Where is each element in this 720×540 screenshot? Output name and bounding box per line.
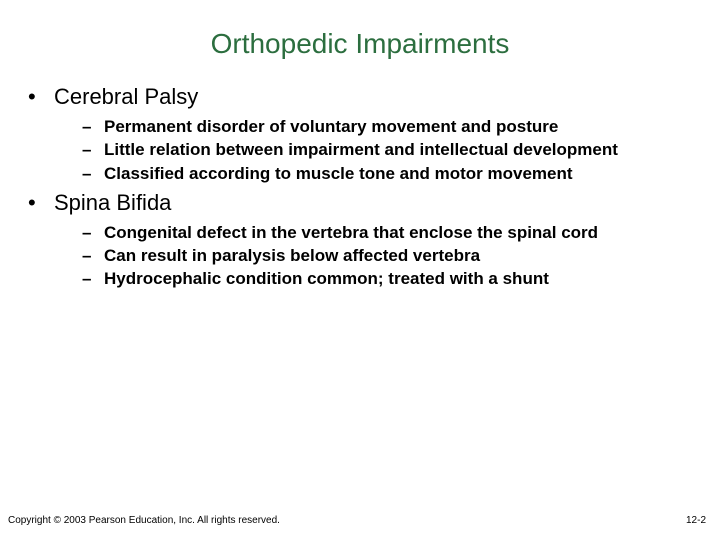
sub-item: – Can result in paralysis below affected… [82,245,700,266]
sub-item-text: Hydrocephalic condition common; treated … [104,268,700,289]
sub-item-text: Congenital defect in the vertebra that e… [104,222,700,243]
sub-item: – Permanent disorder of voluntary moveme… [82,116,700,137]
bullet-section-1: • Spina Bifida – Congenital defect in th… [28,190,700,290]
copyright-footer: Copyright © 2003 Pearson Education, Inc.… [8,515,280,526]
sub-item: – Classified according to muscle tone an… [82,163,700,184]
page-number: 12-2 [686,515,706,526]
sub-list-0: – Permanent disorder of voluntary moveme… [28,116,700,184]
bullet-section-0: • Cerebral Palsy – Permanent disorder of… [28,84,700,184]
dash-icon: – [82,245,104,266]
sub-item-text: Classified according to muscle tone and … [104,163,700,184]
dash-icon: – [82,268,104,289]
section-heading-row: • Spina Bifida [28,190,700,216]
section-heading-row: • Cerebral Palsy [28,84,700,110]
bullet-icon: • [28,190,54,216]
section-heading: Cerebral Palsy [54,84,198,110]
sub-item-text: Little relation between impairment and i… [104,139,700,160]
bullet-icon: • [28,84,54,110]
sub-item: – Hydrocephalic condition common; treate… [82,268,700,289]
dash-icon: – [82,163,104,184]
section-heading: Spina Bifida [54,190,171,216]
slide-content: • Cerebral Palsy – Permanent disorder of… [0,84,720,290]
dash-icon: – [82,139,104,160]
sub-list-1: – Congenital defect in the vertebra that… [28,222,700,290]
dash-icon: – [82,116,104,137]
sub-item: – Congenital defect in the vertebra that… [82,222,700,243]
sub-item: – Little relation between impairment and… [82,139,700,160]
slide-title: Orthopedic Impairments [0,28,720,60]
sub-item-text: Permanent disorder of voluntary movement… [104,116,700,137]
slide-container: Orthopedic Impairments • Cerebral Palsy … [0,0,720,540]
dash-icon: – [82,222,104,243]
sub-item-text: Can result in paralysis below affected v… [104,245,700,266]
